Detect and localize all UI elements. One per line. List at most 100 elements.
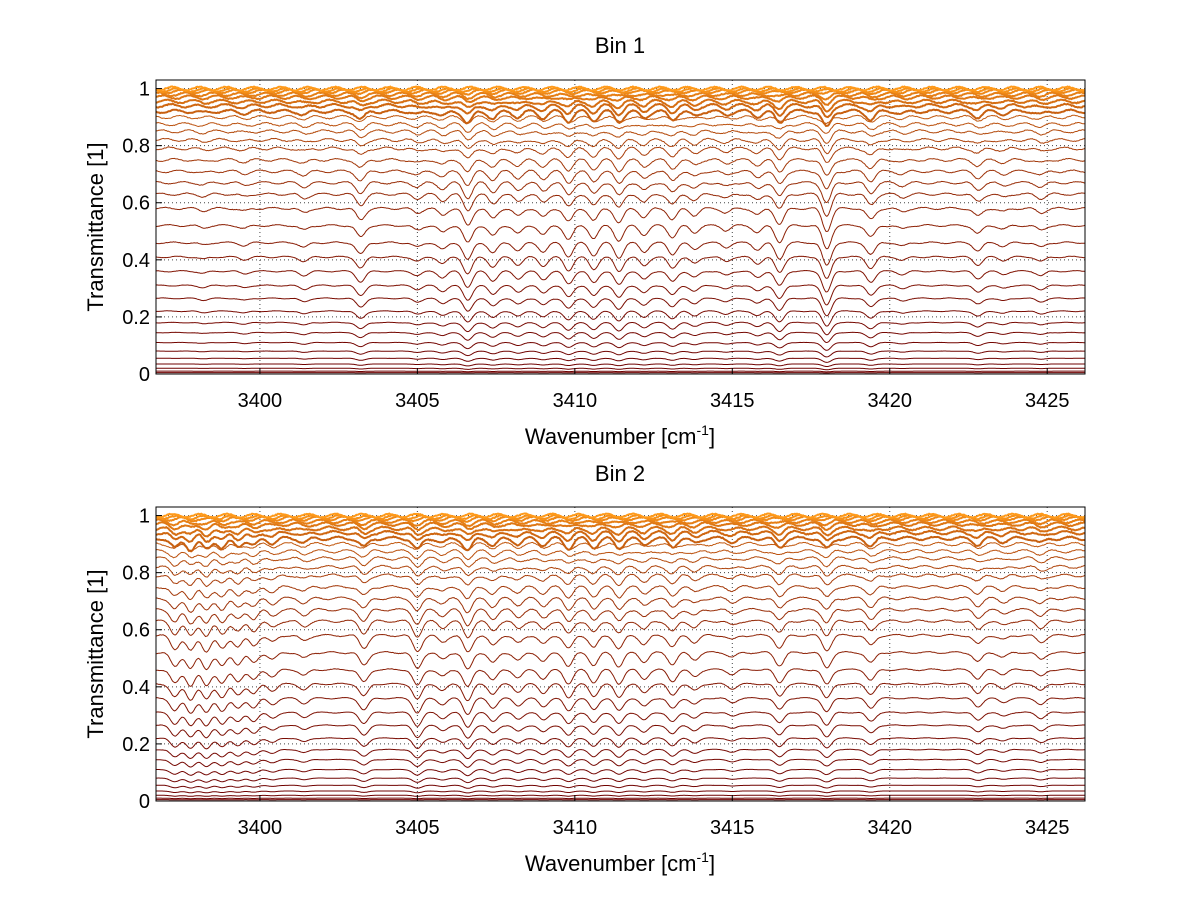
- series-line: [155, 711, 1086, 728]
- series-line: [156, 584, 1086, 601]
- chart-panel-bin-1: Bin 1 0 0.2 0.4 0.6 0.8 1 3400 3405 3410 3415 342…: [83, 33, 1086, 449]
- y-tick-label: 0.2: [122, 734, 150, 756]
- chart-panel-bin-2: Bin 2 0 0.2 0.4 0.6 0.8 1 3400 3405 3410 3415 342…: [83, 461, 1086, 876]
- series-line: [155, 91, 1086, 101]
- series-line: [155, 535, 1085, 553]
- y-tick-label: 0: [139, 791, 150, 813]
- y-tick-label: 0.8: [122, 136, 150, 158]
- series-group: [155, 512, 1086, 801]
- series-line: [155, 169, 1086, 190]
- series-line: [156, 321, 1085, 336]
- series-line: [156, 768, 1085, 777]
- y-axis-ticks: 0 0.2 0.4 0.6 0.8 1: [122, 79, 162, 386]
- series-line: [156, 529, 1086, 544]
- series-line: [156, 784, 1085, 789]
- x-tick-label: 3405: [395, 390, 440, 412]
- x-axis-label-main: Wavenumber [cm: [525, 851, 697, 876]
- x-axis-label: Wavenumber [cm-1]: [525, 849, 715, 876]
- x-axis-ticks: 3400 3405 3410 3415 3420 3425: [238, 795, 1070, 839]
- series-line: [155, 284, 1086, 306]
- series-line: [155, 146, 1086, 163]
- series-line: [155, 548, 1086, 561]
- series-line: [155, 607, 1086, 627]
- x-axis-label-end: ]: [709, 424, 715, 449]
- series-line: [156, 797, 1085, 800]
- series-line: [156, 596, 1086, 614]
- x-tick-label: 3420: [868, 817, 913, 839]
- series-line: [155, 180, 1086, 203]
- series-line: [156, 794, 1085, 797]
- y-tick-label: 0.4: [122, 250, 150, 272]
- series-line: [155, 748, 1085, 760]
- chart-title: Bin 1: [595, 33, 645, 58]
- series-line: [155, 556, 1086, 568]
- y-tick-label: 0.8: [122, 563, 150, 585]
- series-line: [155, 737, 1085, 750]
- series-line: [155, 525, 1086, 538]
- x-axis-label-end: ]: [709, 851, 715, 876]
- series-line: [155, 341, 1085, 351]
- series-line: [155, 310, 1085, 327]
- series-line: [155, 682, 1086, 702]
- plot-frame: [155, 79, 1086, 375]
- x-tick-label: 3415: [710, 817, 755, 839]
- x-axis-label-superscript: -1: [697, 849, 710, 865]
- x-axis-label: Wavenumber [cm-1]: [525, 422, 715, 449]
- series-line: [155, 633, 1085, 653]
- series-line: [155, 331, 1086, 344]
- series-line: [155, 517, 1086, 528]
- series-line: [155, 108, 1086, 127]
- series-line: [155, 102, 1086, 119]
- series-line: [155, 129, 1086, 144]
- x-axis-ticks: 3400 3405 3410 3415 3420 3425: [238, 368, 1070, 412]
- series-line: [155, 98, 1086, 113]
- series-line: [155, 619, 1086, 639]
- series-line: [155, 121, 1086, 134]
- y-tick-label: 0: [139, 364, 150, 386]
- series-line: [156, 777, 1085, 784]
- y-tick-label: 1: [139, 79, 150, 101]
- series-line: [155, 255, 1086, 279]
- x-tick-label: 3410: [553, 390, 598, 412]
- series-line: [155, 668, 1086, 688]
- series-line: [155, 137, 1086, 155]
- series-line: [156, 513, 1086, 521]
- series-line: [156, 758, 1085, 768]
- series-line: [155, 564, 1086, 578]
- series-line: [155, 297, 1085, 317]
- series-line: [155, 573, 1086, 588]
- series-line: [156, 370, 1085, 373]
- series-line: [156, 367, 1085, 371]
- chart-title: Bin 2: [595, 461, 645, 486]
- series-line: [155, 206, 1086, 233]
- series-line: [155, 512, 1086, 519]
- series-line: [156, 790, 1085, 794]
- series-line: [156, 357, 1085, 363]
- y-tick-label: 0.2: [122, 307, 150, 329]
- series-line: [156, 350, 1085, 358]
- series-line: [155, 521, 1086, 532]
- series-line: [155, 223, 1086, 250]
- y-axis-label: Transmittance [1]: [83, 142, 108, 311]
- series-line: [155, 192, 1086, 218]
- y-axis-ticks: 0 0.2 0.4 0.6 0.8 1: [122, 506, 162, 813]
- series-line: [155, 85, 1086, 92]
- series-line: [155, 269, 1086, 293]
- series-line: [155, 93, 1086, 106]
- x-tick-label: 3425: [1025, 817, 1070, 839]
- series-line: [156, 363, 1085, 367]
- y-axis-label: Transmittance [1]: [83, 569, 108, 738]
- series-line: [155, 724, 1085, 739]
- x-tick-label: 3405: [395, 817, 440, 839]
- x-tick-label: 3400: [238, 390, 283, 412]
- series-line: [155, 696, 1086, 716]
- y-tick-label: 0.6: [122, 620, 150, 642]
- x-tick-label: 3410: [553, 817, 598, 839]
- series-group: [155, 85, 1086, 374]
- x-tick-label: 3400: [238, 817, 283, 839]
- x-tick-label: 3425: [1025, 390, 1070, 412]
- y-tick-label: 1: [139, 506, 150, 528]
- series-line: [155, 241, 1086, 266]
- series-line: [155, 650, 1086, 671]
